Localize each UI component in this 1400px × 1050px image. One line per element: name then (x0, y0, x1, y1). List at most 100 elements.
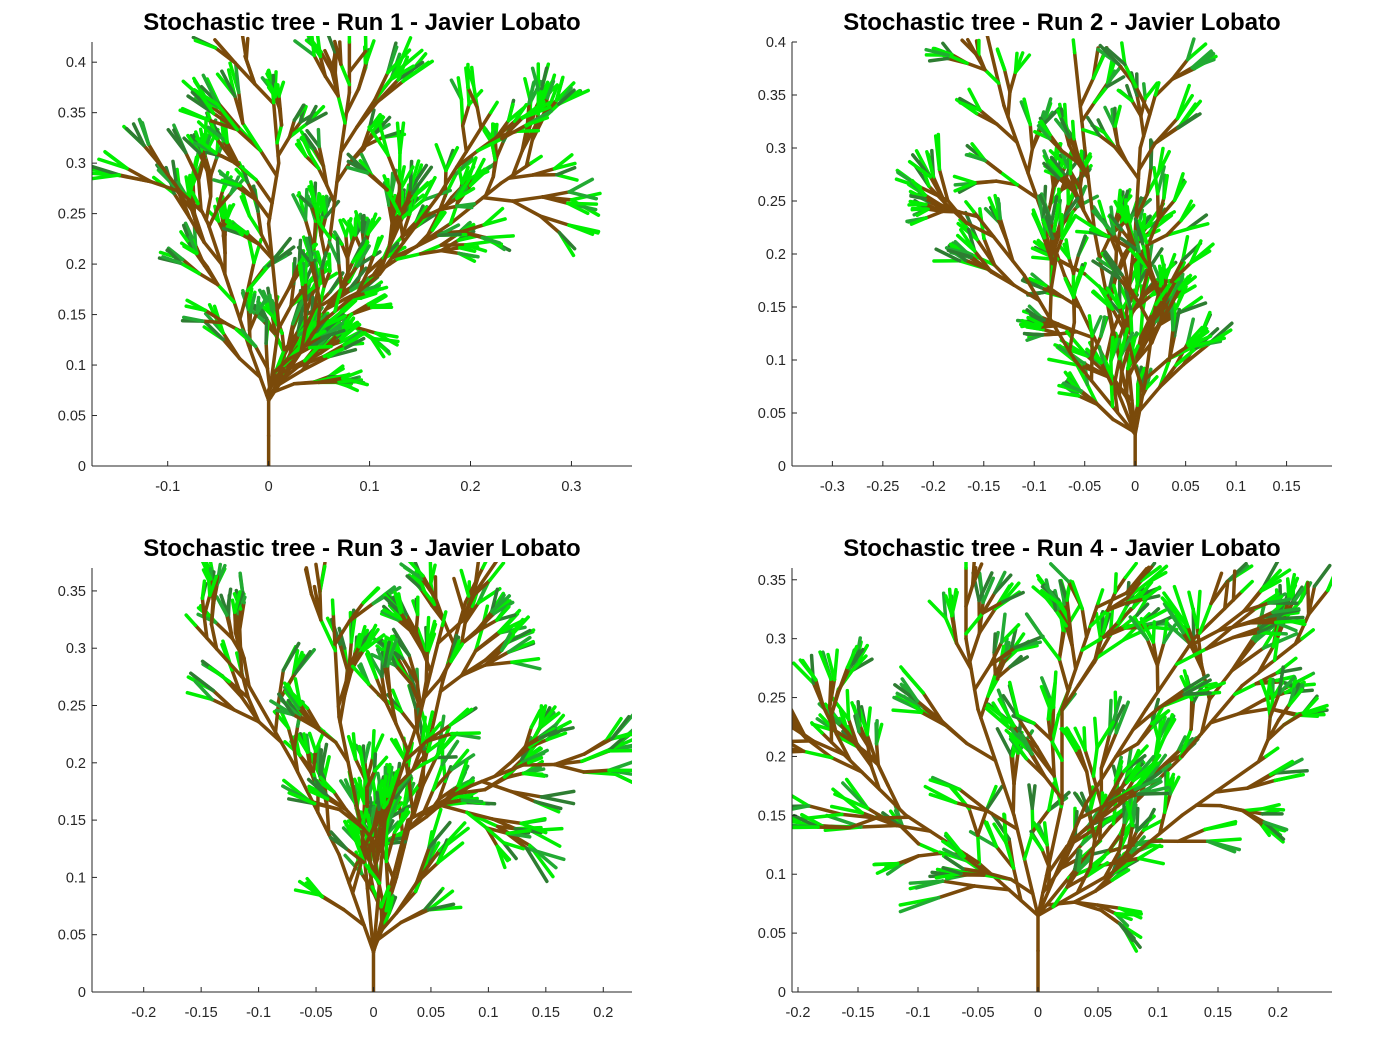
tree-branch (1155, 640, 1166, 668)
tree-branch (1006, 90, 1012, 119)
tree-leaf (874, 719, 879, 746)
tree-leaf (482, 217, 507, 227)
tree-branch (311, 749, 318, 774)
tree-leaf (519, 816, 547, 826)
tree-branch (1176, 827, 1207, 844)
tree-leaf (545, 731, 568, 742)
tree-branch (1162, 279, 1178, 304)
tree-branch (874, 815, 911, 820)
tree-leaf (296, 138, 308, 158)
tree-leaf (1178, 301, 1208, 314)
tree-branch (484, 175, 496, 198)
tree-branch (1048, 286, 1053, 321)
tree-branch (830, 755, 864, 774)
tree-branch (1111, 800, 1118, 826)
tree-branch (1109, 382, 1115, 409)
tree-leaf (1099, 315, 1107, 338)
tree-branch (1199, 697, 1212, 736)
tree-branch (1099, 732, 1112, 771)
tree-leaf (1103, 249, 1124, 277)
tree-branch (298, 703, 318, 730)
tree-leaf (959, 228, 977, 253)
tree-branch (1113, 848, 1130, 872)
tree-branch (1099, 908, 1122, 926)
tree-leaf (370, 336, 386, 359)
tree-branch (1057, 657, 1070, 693)
tree-branch (259, 232, 274, 258)
x-tick-label: -0.05 (961, 1005, 994, 1021)
tree-branch (1070, 644, 1078, 671)
tree-branch (1164, 227, 1190, 237)
tree-leaf (359, 291, 378, 300)
tree-leaf (506, 106, 526, 123)
tree-branch (300, 355, 331, 373)
tree-leaf (293, 39, 316, 58)
tree-leaf (353, 632, 362, 654)
tree-branch (1247, 620, 1278, 625)
tree-leaf (1325, 575, 1332, 593)
tree-leaf (908, 879, 945, 885)
tree-branch (244, 57, 257, 86)
tree-leaf (555, 173, 579, 182)
tree-branch (1241, 808, 1267, 824)
y-tick-label: 0.3 (766, 141, 786, 157)
tree-branch (245, 680, 295, 765)
tree-branch (989, 270, 1016, 287)
tree-branch (371, 818, 387, 954)
tree-branch (213, 46, 237, 65)
tree-branch (1012, 813, 1040, 918)
tree-branch (976, 833, 982, 866)
tree-leaf (203, 320, 225, 342)
tree-branch (336, 260, 344, 289)
tree-branch (245, 260, 256, 293)
tree-leaf (277, 692, 295, 717)
tree-leaf (1301, 703, 1329, 715)
y-tick-label: 0.05 (58, 409, 86, 425)
x-tick-label: -0.25 (866, 479, 899, 495)
tree-leaf (1097, 345, 1107, 369)
tree-branch (409, 630, 425, 654)
tree-leaf (923, 784, 958, 805)
tree-branch (972, 663, 993, 692)
tree-branch (1036, 872, 1112, 918)
tree-leaf (1185, 222, 1210, 231)
tree-branch (511, 148, 524, 178)
tree-branch (422, 589, 437, 607)
tree-leaf (482, 206, 505, 227)
tree-branch (1137, 141, 1157, 172)
tree-branch (806, 804, 844, 817)
y-tick-label: 0.1 (766, 353, 786, 369)
tree-branch (245, 264, 271, 293)
tree-branch (397, 212, 406, 245)
tree-leaf (401, 60, 431, 83)
tree-leaf (276, 83, 281, 98)
tree-branch (1059, 148, 1080, 165)
tree-leaf (387, 896, 395, 915)
tree-branch (339, 264, 360, 289)
tree-leaf (359, 283, 381, 293)
tree-branch (424, 731, 454, 743)
tree-branch (238, 652, 244, 679)
tree-branch (483, 650, 511, 667)
tree-branch (895, 854, 921, 866)
tree-branch (175, 187, 192, 220)
tree-branch (1136, 721, 1154, 746)
tree-branch (325, 804, 331, 837)
tree-branch (213, 620, 235, 641)
tree-leaf (985, 784, 1004, 811)
tree-leaf (270, 88, 276, 105)
tree-branch (1146, 233, 1169, 247)
tree-branch (1092, 814, 1105, 842)
y-tick-label: 0.15 (58, 813, 86, 829)
tree-branch (465, 810, 489, 830)
tree-branch (227, 679, 250, 700)
tree-branch (238, 288, 250, 321)
tree-branch (275, 123, 284, 145)
tree-branch (209, 155, 219, 178)
tree-leaf (341, 376, 369, 387)
tree-branch (1088, 838, 1097, 869)
tree-leaf (924, 47, 950, 57)
tree-branch (459, 649, 478, 678)
tree-leaf (1070, 119, 1076, 141)
tree-branch (362, 860, 382, 885)
